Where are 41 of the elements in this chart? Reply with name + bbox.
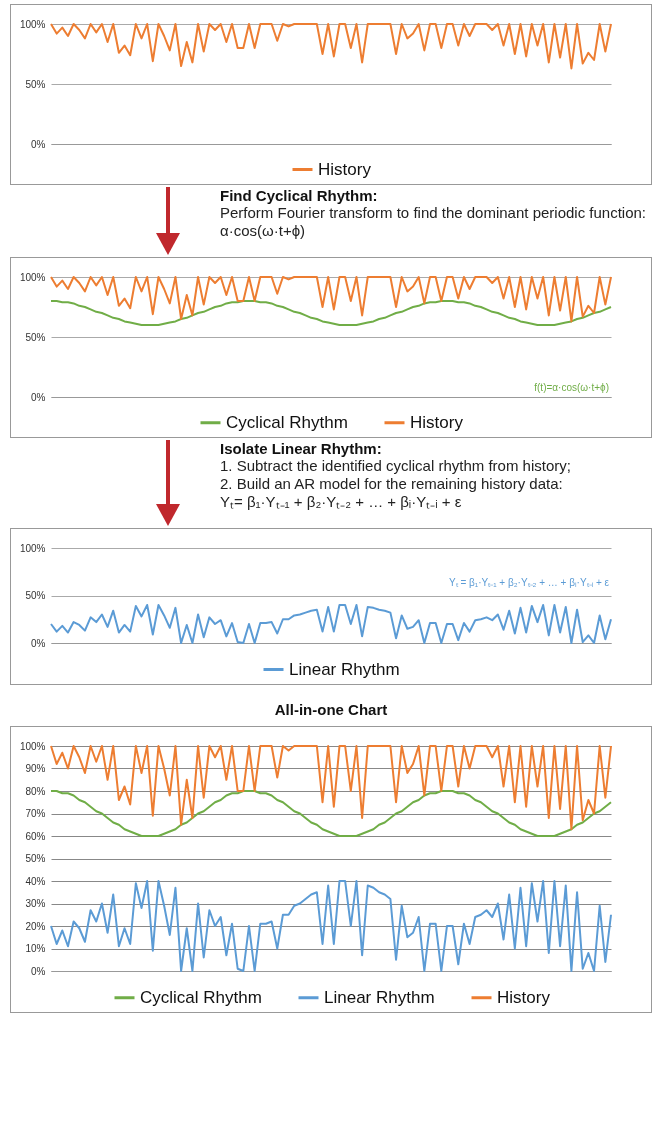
legend-label: Linear Rhythm	[324, 987, 435, 1007]
y-tick-label: 50%	[25, 853, 46, 864]
y-tick-label: 60%	[25, 830, 46, 842]
chart-title: Isolate Linear Rhythm:	[220, 440, 383, 457]
line-series	[50, 23, 612, 70]
legend-label: History	[497, 987, 551, 1007]
y-tick-label: 50%	[25, 590, 46, 601]
chart-subtitle: 1. Subtract the identified cyclical rhythm from history; 2. Build an AR model for the remaining history data: Yₜ= β₁·Yₜ₋₁ + β₂·Yₜ₋₂ + … + βᵢ·Yₜ₋ᵢ + ε	[220, 457, 571, 511]
y-tick-label: 50%	[25, 78, 46, 90]
line-series	[50, 300, 612, 326]
y-tick-label: 0%	[31, 637, 46, 649]
annotation: f(t)=α·cos(ω·t+ϕ)	[534, 382, 609, 393]
y-tick-label: 0%	[31, 138, 46, 150]
chart-subtitle: Perform Fourier transform to find the dominant periodic function: α·cos(ω·t+ϕ)	[220, 204, 648, 240]
y-tick-label: 0%	[31, 965, 46, 977]
y-tick-label: 80%	[25, 785, 46, 797]
y-tick-label: 100%	[19, 271, 46, 283]
y-tick-label: 50%	[25, 331, 46, 343]
line-series	[50, 276, 612, 323]
line-series	[50, 790, 612, 837]
y-tick-label: 100%	[19, 542, 46, 554]
y-tick-label: 100%	[19, 18, 46, 30]
legend-label: History	[318, 159, 372, 179]
y-tick-label: 70%	[25, 808, 46, 819]
line-series	[50, 745, 612, 831]
y-tick-label: 40%	[25, 875, 46, 887]
annotation: Yₜ = β₁·Yₜ₋₁ + β₂·Yₜ₋₂ + … + βᵢ·Yₜ₋ᵢ + ε	[448, 577, 610, 589]
chart-title: Find Cyclical Rhythm:	[220, 187, 379, 204]
y-tick-label: 20%	[25, 920, 46, 932]
legend-label: History	[410, 412, 464, 432]
y-tick-label: 30%	[25, 898, 46, 909]
chart-title: All-in-one Chart	[273, 701, 389, 718]
y-tick-label: 0%	[31, 391, 46, 403]
legend-label: Cyclical Rhythm	[226, 412, 348, 432]
line-series	[50, 604, 612, 644]
legend-label: Linear Rhythm	[289, 659, 400, 679]
y-tick-label: 90%	[25, 763, 46, 774]
line-series	[50, 880, 612, 972]
legend-label: Cyclical Rhythm	[140, 987, 262, 1007]
y-tick-label: 10%	[25, 943, 46, 954]
y-tick-label: 100%	[19, 740, 46, 752]
